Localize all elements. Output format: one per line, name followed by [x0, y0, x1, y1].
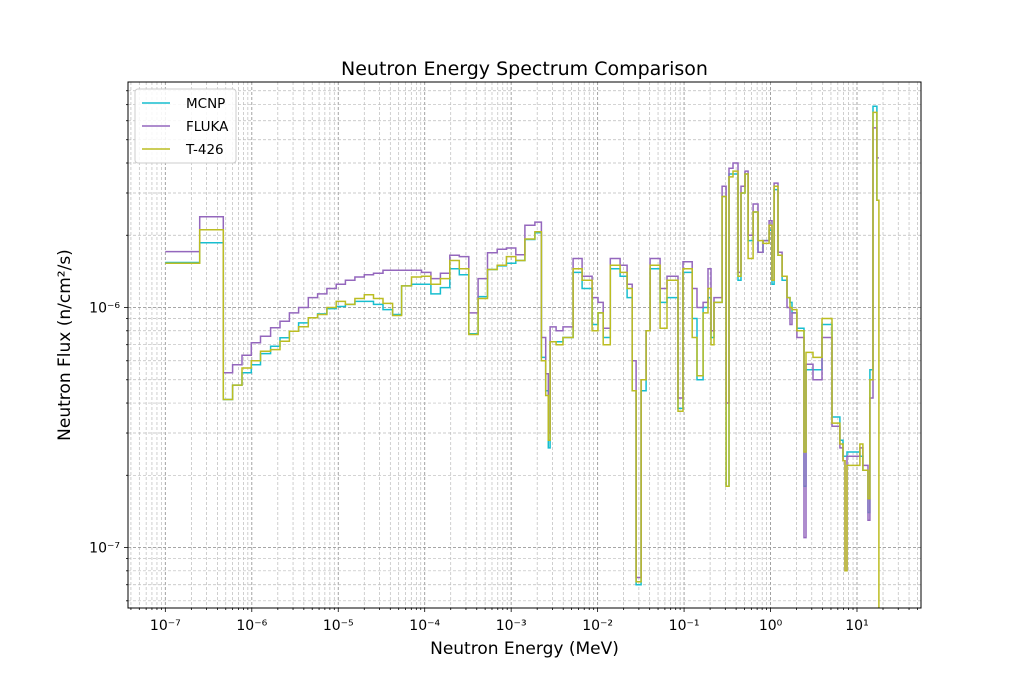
- x-tick-label: 10⁻⁵: [323, 618, 354, 634]
- series-line-t-426: [165, 111, 880, 608]
- legend-label: T-426: [185, 142, 224, 158]
- x-tick-label: 10⁻³: [496, 618, 527, 634]
- legend-label: MCNP: [186, 96, 225, 112]
- x-tick-label: 10⁻¹: [669, 618, 700, 634]
- legend-box: [134, 88, 237, 164]
- series-line-fluka: [165, 127, 879, 579]
- y-axis-label: Neutron Flux (n/cm²/s): [55, 249, 75, 441]
- x-tick-label: 10⁰: [759, 618, 783, 634]
- ticks: 10⁻⁷ 10⁻⁶ 10⁻⁵ 10⁻⁴ 10⁻³ 10⁻² 10⁻¹ 10⁰ 10¹ 10⁻⁷ 10…: [89, 90, 918, 634]
- x-tick-label: 10⁻²: [582, 618, 613, 634]
- y-tick-label: 10⁻⁶: [89, 301, 120, 317]
- x-tick-label: 10⁻⁶: [236, 618, 267, 634]
- grid: [128, 82, 921, 608]
- legend: MCNP FLUKA T-426: [134, 88, 237, 164]
- x-tick-label: 10⁻⁴: [409, 618, 440, 634]
- legend-label: FLUKA: [186, 119, 229, 135]
- chart-title: Neutron Energy Spectrum Comparison: [341, 58, 708, 80]
- x-tick-label: 10⁻⁷: [150, 618, 181, 634]
- series-layer: [165, 105, 880, 608]
- y-tick-label: 10⁻⁷: [89, 541, 120, 557]
- x-axis-label: Neutron Energy (MeV): [430, 639, 619, 659]
- x-tick-label: 10¹: [845, 618, 868, 634]
